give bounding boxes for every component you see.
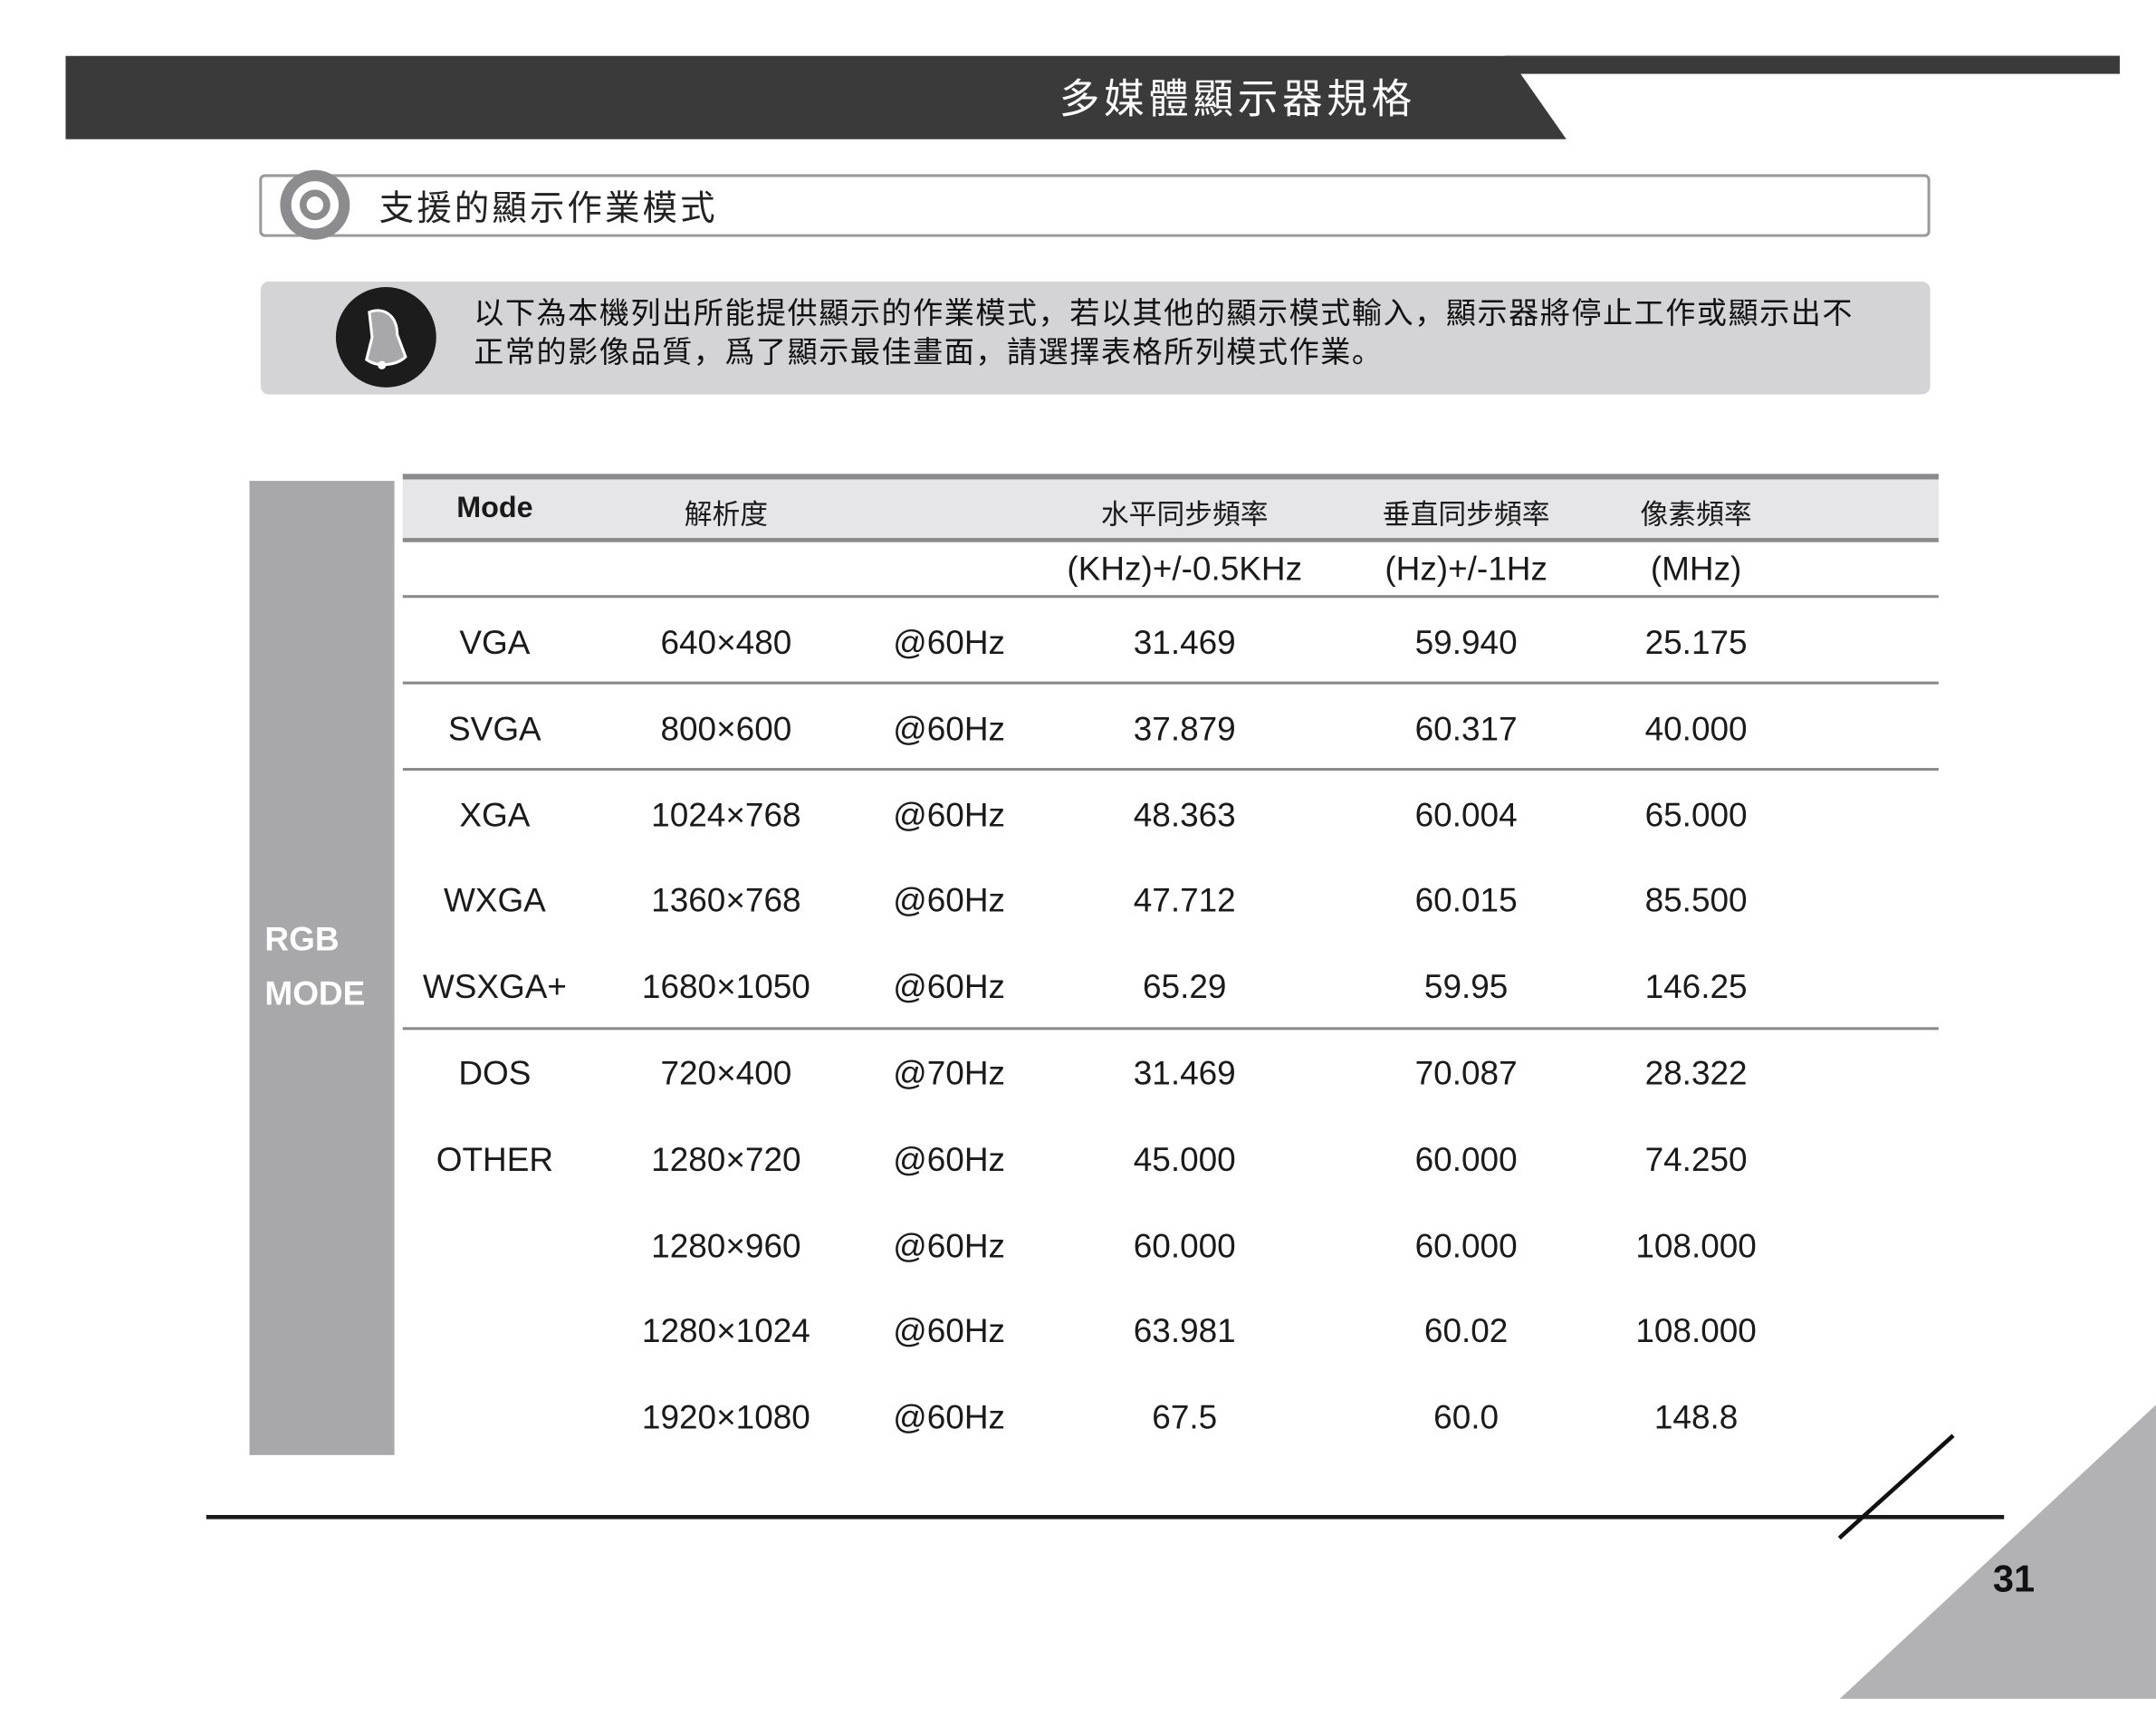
table-cell: 40.000 <box>1644 710 1748 749</box>
table-cell: @60Hz <box>893 624 1005 663</box>
header-cell: Mode <box>456 492 533 524</box>
table-cell: 28.322 <box>1644 1055 1748 1093</box>
table-cell: 85.500 <box>1644 882 1748 921</box>
bell-icon <box>335 287 436 388</box>
row-divider <box>402 681 1939 685</box>
table-cell: @70Hz <box>893 1055 1005 1093</box>
table-cell: 108.000 <box>1635 1227 1757 1265</box>
side-label-line1: RGB <box>264 921 340 959</box>
row-divider <box>402 1027 1939 1031</box>
unit-cell: (Hz)+/-1Hz <box>1385 550 1548 589</box>
header-bar <box>65 55 1567 139</box>
header-line <box>1505 55 2120 74</box>
unit-cell: (KHz)+/-0.5KHz <box>1067 550 1303 589</box>
header-cell: 像素頻率 <box>1640 497 1752 532</box>
table-cell: 67.5 <box>1152 1399 1218 1438</box>
table-cell: 148.8 <box>1653 1399 1739 1438</box>
table-cell: WSXGA+ <box>422 968 567 1007</box>
table-cell: 25.175 <box>1644 624 1748 663</box>
table-cell: 1280×1024 <box>641 1313 810 1351</box>
target-icon <box>280 169 350 240</box>
table-cell: 63.981 <box>1133 1313 1236 1351</box>
table-header <box>402 474 1939 542</box>
table-cell: 47.712 <box>1133 882 1236 921</box>
table-cell: WXGA <box>443 882 546 921</box>
table-cell: 60.000 <box>1414 1227 1518 1265</box>
note-box <box>260 281 1931 395</box>
table-cell: 640×480 <box>660 624 792 663</box>
table-cell: DOS <box>458 1055 532 1093</box>
table-cell: @60Hz <box>893 1399 1005 1438</box>
header-cell: 垂直同步頻率 <box>1382 497 1550 532</box>
table-cell: 800×600 <box>660 710 792 749</box>
table-cell: XGA <box>459 796 531 835</box>
table-cell: 60.317 <box>1414 710 1518 749</box>
table-cell: 1680×1050 <box>641 968 810 1007</box>
table-cell: SVGA <box>448 710 541 749</box>
corner-decoration <box>1839 1404 2156 1700</box>
header-cell: 解析度 <box>684 497 769 532</box>
rgb-mode-label: RGB MODE <box>264 913 365 1021</box>
table-cell: 1920×1080 <box>641 1399 810 1438</box>
page-title: 多媒體顯示器規格 <box>1059 75 1416 123</box>
unit-cell: (MHz) <box>1650 550 1742 589</box>
table-cell: VGA <box>459 624 531 663</box>
table-cell: OTHER <box>436 1141 554 1179</box>
table-cell: 31.469 <box>1133 624 1236 663</box>
table-cell: 60.000 <box>1414 1141 1518 1179</box>
table-cell: @60Hz <box>893 1313 1005 1351</box>
table-cell: 60.000 <box>1133 1227 1236 1265</box>
footer-line <box>206 1515 2005 1519</box>
table-cell: 1280×960 <box>651 1227 801 1265</box>
rgb-mode-sidebar <box>249 480 395 1455</box>
table-cell: @60Hz <box>893 1141 1005 1179</box>
page-number: 31 <box>1992 1558 2036 1600</box>
table-cell: @60Hz <box>893 968 1005 1007</box>
table-cell: 65.000 <box>1644 796 1748 835</box>
side-label-line2: MODE <box>264 975 366 1013</box>
table-cell: 108.000 <box>1635 1313 1757 1351</box>
row-divider <box>402 768 1939 772</box>
table-cell: 720×400 <box>660 1055 792 1093</box>
table-cell: 1360×768 <box>651 882 801 921</box>
table-cell: 37.879 <box>1133 710 1236 749</box>
corner-line <box>1837 1433 1955 1540</box>
table-cell: 59.940 <box>1414 624 1518 663</box>
table-cell: 65.29 <box>1143 968 1227 1007</box>
table-cell: 146.25 <box>1644 968 1748 1007</box>
table-cell: 45.000 <box>1133 1141 1236 1179</box>
table-cell: 1024×768 <box>651 796 801 835</box>
table-cell: 1280×720 <box>651 1141 801 1179</box>
table-cell: @60Hz <box>893 796 1005 835</box>
row-divider <box>402 595 1939 599</box>
table-cell: @60Hz <box>893 882 1005 921</box>
table-cell: 60.02 <box>1423 1313 1509 1351</box>
table-cell: 60.004 <box>1414 796 1518 835</box>
table-cell: @60Hz <box>893 1227 1005 1265</box>
header-cell: 水平同步頻率 <box>1100 497 1269 532</box>
section-title: 支援的顯示作業模式 <box>378 187 718 229</box>
table-cell: 70.087 <box>1414 1055 1518 1093</box>
table-cell: @60Hz <box>893 710 1005 749</box>
table-cell: 31.469 <box>1133 1055 1236 1093</box>
table-cell: 59.95 <box>1423 968 1509 1007</box>
table-cell: 74.250 <box>1644 1141 1748 1179</box>
section-heading-box <box>259 174 1931 237</box>
table-cell: 48.363 <box>1133 796 1236 835</box>
table-cell: 60.0 <box>1433 1399 1500 1438</box>
note-text: 以下為本機列出所能提供顯示的作業模式，若以其他的顯示模式輸入，顯示器將停止工作或… <box>474 296 1854 371</box>
table-cell: 60.015 <box>1414 882 1518 921</box>
